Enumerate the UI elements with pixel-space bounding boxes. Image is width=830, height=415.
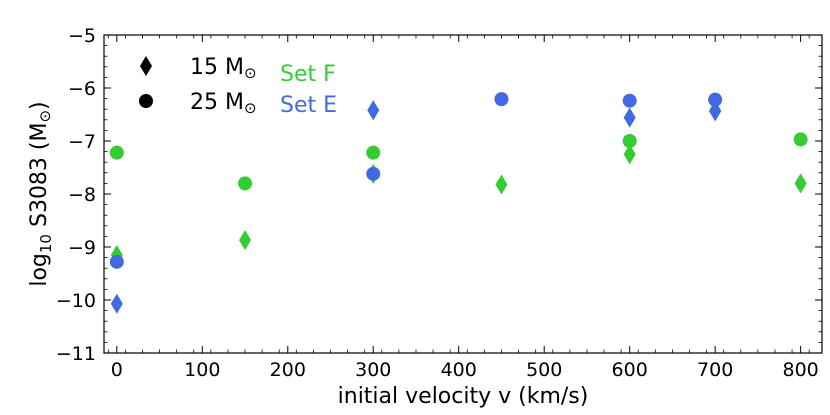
legend-circle-marker: [139, 94, 153, 108]
x-tick-label: 700: [697, 359, 733, 381]
x-tick-label: 100: [184, 359, 220, 381]
point-set-e-25msun: [622, 93, 637, 108]
point-set-e-15msun: [110, 293, 123, 314]
point-set-e-15msun: [367, 100, 380, 121]
y-tick-label: −9: [68, 237, 96, 259]
y-tick-label: −5: [68, 25, 96, 47]
point-set-f-15msun: [239, 230, 252, 251]
point-set-e-25msun: [494, 92, 509, 107]
x-tick-label: 500: [526, 359, 562, 381]
x-tick-label: 0: [111, 359, 123, 381]
y-tick-label: −10: [56, 290, 96, 312]
point-set-e-15msun: [709, 101, 722, 122]
y-tick-label: −11: [56, 343, 96, 365]
x-axis-label: initial velocity v (km/s): [338, 384, 589, 409]
point-set-e-25msun: [366, 166, 381, 181]
data-points: [109, 92, 808, 314]
legend-label-25: 25 M⊙: [190, 90, 257, 117]
x-tick-label: 200: [270, 359, 306, 381]
axis-ticks: [104, 34, 822, 354]
x-tick-labels: 0 100 200 300 400 500 600 700 800: [111, 359, 819, 381]
y-tick-label: −8: [68, 184, 96, 206]
legend-label-15: 15 M⊙: [190, 55, 257, 82]
y-tick-label: −6: [68, 78, 96, 100]
point-set-f-15msun: [794, 173, 807, 194]
x-tick-label: 300: [355, 359, 391, 381]
legend-set-e: Set E: [280, 93, 337, 118]
x-tick-label: 600: [612, 359, 648, 381]
point-set-f-25msun: [793, 132, 808, 147]
point-set-e-25msun: [708, 92, 723, 107]
point-set-e-15msun: [623, 107, 636, 128]
point-set-e-25msun: [109, 254, 124, 269]
x-tick-label: 800: [782, 359, 818, 381]
y-tick-label: −7: [68, 131, 96, 153]
legend-diamond-marker: [140, 56, 152, 76]
legend-set-f: Set F: [280, 62, 336, 87]
y-tick-labels: −11 −10 −9 −8 −7 −6 −5: [56, 25, 96, 365]
x-tick-label: 400: [441, 359, 477, 381]
y-axis-label: log10 S3083 (M⊙): [27, 101, 55, 286]
point-set-f-25msun: [238, 176, 253, 191]
point-set-f-15msun: [495, 174, 508, 195]
legend: 15 M⊙ 25 M⊙ Set F Set E: [139, 55, 337, 118]
plot-frame: [103, 34, 823, 354]
point-set-f-25msun: [622, 134, 637, 148]
point-set-f-15msun: [623, 144, 636, 165]
point-set-f-25msun: [109, 145, 124, 160]
point-set-f-25msun: [366, 145, 381, 160]
